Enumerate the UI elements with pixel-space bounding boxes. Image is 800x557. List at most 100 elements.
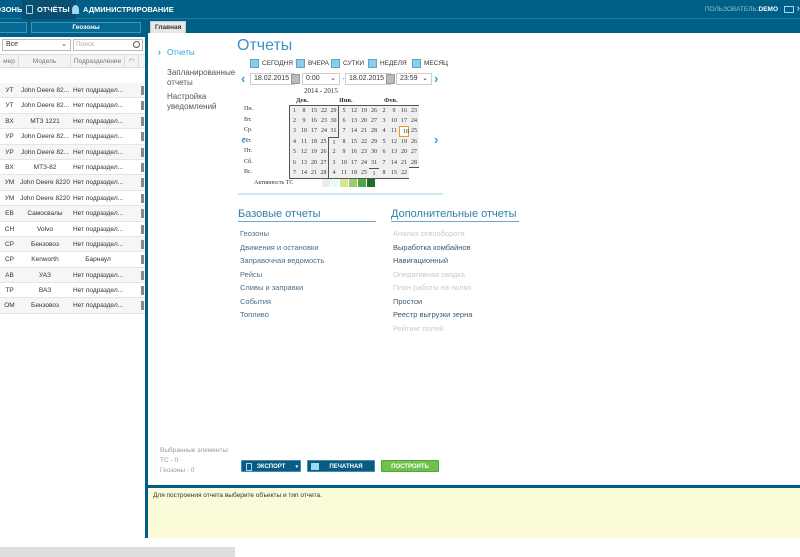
- calendar-day[interactable]: 25: [409, 126, 419, 137]
- date-from-input[interactable]: 18.02.2015: [250, 73, 295, 85]
- table-row[interactable]: ТР ВАЗ Нет подраздел...: [0, 283, 145, 299]
- calendar-day[interactable]: 26: [319, 147, 329, 158]
- extra-report-link[interactable]: Реестр выгрузки зерна: [393, 310, 473, 319]
- calendar-day[interactable]: 30: [329, 115, 339, 126]
- table-row[interactable]: ВХ МТЗ-82 Нет подраздел...: [0, 160, 145, 176]
- calendar-day[interactable]: 2: [329, 147, 339, 158]
- col-division[interactable]: Подразделение: [71, 55, 125, 68]
- calendar-day[interactable]: 28: [409, 157, 419, 168]
- row-handle[interactable]: [141, 162, 144, 172]
- calendar-day-selected[interactable]: 18: [399, 126, 409, 137]
- calendar-day[interactable]: 29: [369, 136, 379, 147]
- calendar-day[interactable]: 23: [319, 115, 329, 126]
- calendar-day[interactable]: 5: [379, 136, 389, 147]
- row-handle[interactable]: [141, 270, 144, 280]
- calendar-day[interactable]: 20: [399, 147, 409, 158]
- calendar-day[interactable]: 21: [359, 126, 369, 137]
- calendar-day[interactable]: 12: [299, 147, 309, 158]
- calendar-day[interactable]: 9: [299, 115, 309, 126]
- table-row[interactable]: УТ John Deere 82... Нет подраздел...: [0, 83, 145, 99]
- nav-geozones[interactable]: ГЕОЗОНЫ: [0, 0, 24, 19]
- calendar-day[interactable]: 26: [369, 105, 379, 116]
- basic-report-link[interactable]: Геозоны: [240, 229, 269, 238]
- row-handle[interactable]: [141, 178, 144, 188]
- side-reports[interactable]: Отчеты: [167, 48, 195, 57]
- period-4[interactable]: МЕСЯЦ: [412, 59, 448, 68]
- table-row[interactable]: УР John Deere 82... Нет подраздел...: [0, 144, 145, 160]
- next-period-icon[interactable]: ›: [434, 71, 439, 86]
- table-row[interactable]: СР Kenworth Барнаул: [0, 252, 145, 268]
- tab-vehicles[interactable]: [0, 22, 27, 33]
- calendar-day[interactable]: 2: [289, 115, 299, 126]
- calendar-day[interactable]: 3: [329, 157, 339, 168]
- row-handle[interactable]: [141, 255, 144, 265]
- calendar-day[interactable]: 25: [319, 136, 329, 147]
- calendar-day[interactable]: 22: [319, 105, 329, 116]
- calendar-day[interactable]: 12: [389, 136, 399, 147]
- calendar-day[interactable]: 27: [319, 157, 329, 168]
- search-input[interactable]: Поиск: [73, 39, 143, 51]
- calendar-day[interactable]: 24: [359, 157, 369, 168]
- calendar-day[interactable]: 3: [379, 115, 389, 126]
- calendar-day[interactable]: 9: [389, 105, 399, 116]
- table-row[interactable]: УТ John Deere 82... Нет подраздел...: [0, 98, 145, 114]
- calendar-day[interactable]: 27: [369, 115, 379, 126]
- calendar-day[interactable]: 7: [289, 168, 299, 179]
- calendar-day[interactable]: 28: [319, 168, 329, 179]
- calendar-day[interactable]: 1: [369, 168, 379, 179]
- calendar-day[interactable]: 20: [309, 157, 319, 168]
- row-handle[interactable]: [141, 132, 144, 142]
- print-form-button[interactable]: ПЕЧАТНАЯ ФОРМА: [307, 460, 375, 482]
- calendar-day[interactable]: 19: [399, 136, 409, 147]
- calendar-day[interactable]: 12: [349, 105, 359, 116]
- calendar-day[interactable]: 4: [329, 168, 339, 179]
- basic-report-link[interactable]: Топливо: [240, 310, 269, 319]
- table-row[interactable]: УР John Deere 82... Нет подраздел...: [0, 129, 145, 145]
- calendar-day[interactable]: 17: [309, 126, 319, 137]
- calendar-day[interactable]: 31: [369, 157, 379, 168]
- calendar-day[interactable]: 16: [399, 105, 409, 116]
- calendar-day[interactable]: 8: [379, 168, 389, 179]
- calendar-day[interactable]: 4: [379, 126, 389, 137]
- time-from-select[interactable]: 0:00 ⌄: [302, 73, 340, 85]
- calendar-day[interactable]: 24: [409, 115, 419, 126]
- calendar-day[interactable]: 10: [339, 157, 349, 168]
- table-row[interactable]: ВХ МТЗ 1221 Нет подраздел...: [0, 113, 145, 130]
- tab-main[interactable]: Главная: [150, 21, 187, 33]
- mail-icon[interactable]: [784, 6, 794, 13]
- calendar-day[interactable]: 22: [399, 168, 409, 179]
- table-row[interactable]: УМ John Deere 8220 Нет подраздел...: [0, 191, 145, 207]
- search-icon[interactable]: [133, 41, 140, 48]
- calendar-day[interactable]: 21: [309, 168, 319, 179]
- row-handle[interactable]: [141, 193, 144, 203]
- calendar-day[interactable]: 27: [409, 147, 419, 158]
- row-handle[interactable]: [141, 147, 144, 157]
- calendar-day[interactable]: 22: [359, 136, 369, 147]
- calendar-day[interactable]: 16: [309, 115, 319, 126]
- calendar-day[interactable]: 21: [399, 157, 409, 168]
- prev-period-icon[interactable]: ‹: [241, 71, 246, 86]
- calendar-day[interactable]: 3: [289, 126, 299, 137]
- horizontal-scrollbar[interactable]: [0, 547, 235, 557]
- calendar-day[interactable]: 29: [329, 105, 339, 116]
- calendar-day[interactable]: 26: [409, 136, 419, 147]
- calendar-day[interactable]: 24: [319, 126, 329, 137]
- calendar-day[interactable]: 23: [409, 105, 419, 116]
- row-handle[interactable]: [141, 101, 144, 111]
- table-row[interactable]: ЕВ Самосвалы Нет подраздел...: [0, 206, 145, 222]
- build-button[interactable]: ПОСТРОИТЬ: [381, 460, 439, 472]
- calendar-day[interactable]: 25: [359, 168, 369, 179]
- time-to-select[interactable]: 23:59 ⌄: [396, 73, 432, 85]
- calendar-day[interactable]: 15: [349, 136, 359, 147]
- nav-administration[interactable]: АДМИНИСТРИРОВАНИЕ: [68, 0, 174, 19]
- calendar-day[interactable]: 5: [289, 147, 299, 158]
- col-model[interactable]: Модель: [19, 55, 71, 68]
- calendar-day[interactable]: 2: [379, 105, 389, 116]
- table-row[interactable]: АВ УАЗ Нет подраздел...: [0, 267, 145, 284]
- side-notification-settings[interactable]: Настройка уведомлений: [167, 92, 217, 111]
- row-handle[interactable]: [141, 224, 144, 234]
- basic-report-link[interactable]: Рейсы: [240, 269, 263, 279]
- side-scheduled-reports[interactable]: Запланированные отчеты: [167, 68, 236, 87]
- calendar-day[interactable]: 19: [309, 147, 319, 158]
- calendar-day[interactable]: 10: [299, 126, 309, 137]
